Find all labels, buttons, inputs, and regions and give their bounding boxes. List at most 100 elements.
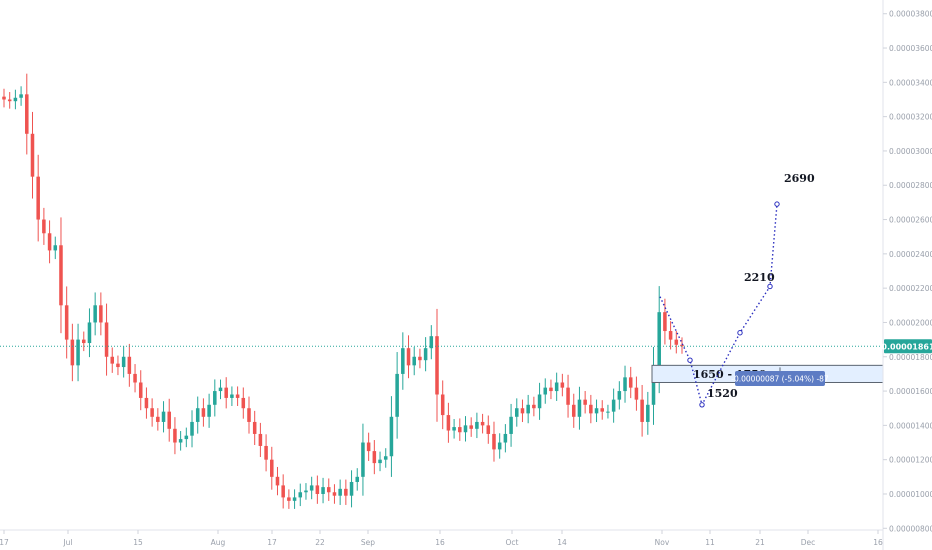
candle[interactable] — [475, 421, 479, 429]
candle[interactable] — [469, 425, 473, 429]
candle[interactable] — [121, 356, 126, 368]
candle[interactable] — [167, 411, 171, 429]
candle[interactable] — [70, 339, 75, 366]
price-axis[interactable]: 0.00003800 0.00003600 0.00003400 0.00003200… — [881, 0, 932, 550]
candle[interactable] — [617, 391, 622, 400]
candle[interactable] — [241, 397, 246, 409]
candle[interactable] — [76, 339, 80, 366]
candle[interactable] — [207, 404, 211, 417]
candle[interactable] — [440, 394, 445, 416]
candle[interactable] — [42, 219, 46, 234]
candle[interactable] — [138, 382, 143, 398]
candle[interactable] — [201, 408, 206, 417]
candle[interactable] — [526, 404, 530, 414]
candle[interactable] — [628, 377, 633, 388]
candle[interactable] — [230, 394, 234, 398]
projection-node[interactable] — [699, 402, 705, 408]
candle[interactable] — [247, 408, 251, 422]
candle[interactable] — [25, 94, 29, 134]
candle[interactable] — [549, 387, 553, 392]
candles[interactable] — [2, 73, 684, 509]
candle[interactable] — [173, 428, 177, 443]
candle[interactable] — [406, 348, 411, 366]
candle[interactable] — [81, 339, 86, 344]
candle[interactable] — [218, 387, 223, 392]
candle[interactable] — [674, 339, 679, 345]
candle[interactable] — [64, 305, 69, 340]
candle[interactable] — [30, 133, 35, 177]
candle[interactable] — [532, 404, 536, 409]
candle[interactable] — [315, 485, 320, 494]
candle[interactable] — [326, 487, 331, 493]
candle[interactable] — [497, 442, 502, 450]
candle[interactable] — [372, 451, 377, 464]
candle[interactable] — [634, 387, 639, 400]
candle[interactable] — [383, 456, 388, 460]
candle[interactable] — [355, 476, 360, 482]
candle[interactable] — [640, 399, 644, 422]
candle[interactable] — [292, 497, 297, 501]
candle[interactable] — [463, 425, 468, 433]
candle[interactable] — [144, 397, 149, 409]
candle[interactable] — [452, 427, 456, 431]
candle[interactable] — [87, 322, 92, 344]
candle[interactable] — [133, 373, 137, 383]
candle[interactable] — [611, 399, 616, 412]
candle[interactable] — [332, 492, 337, 496]
candle[interactable] — [270, 459, 274, 477]
candle[interactable] — [646, 404, 650, 422]
candle[interactable] — [446, 415, 451, 431]
candle[interactable] — [412, 356, 416, 366]
candle[interactable] — [560, 382, 565, 388]
candle[interactable] — [418, 356, 422, 361]
candle[interactable] — [161, 411, 166, 422]
candle[interactable] — [458, 427, 462, 433]
candle[interactable] — [503, 433, 508, 443]
candle[interactable] — [429, 336, 434, 349]
candle[interactable] — [36, 176, 40, 220]
candle[interactable] — [338, 488, 342, 496]
candle[interactable] — [104, 322, 109, 357]
candle[interactable] — [515, 408, 519, 417]
projection-path[interactable] — [659, 204, 778, 407]
drawings[interactable]: 1650 - 1750-0.00000087 (-5.04%) -8726902… — [0, 172, 884, 408]
candle[interactable] — [668, 331, 673, 340]
candle[interactable] — [150, 408, 154, 417]
candle[interactable] — [13, 97, 18, 102]
candle[interactable] — [435, 336, 439, 395]
candle[interactable] — [366, 442, 371, 452]
candle[interactable] — [275, 476, 280, 486]
projection-node[interactable] — [767, 283, 773, 290]
candle[interactable] — [264, 445, 268, 460]
candle[interactable] — [53, 245, 58, 251]
candle[interactable] — [663, 312, 667, 332]
candle[interactable] — [583, 399, 587, 405]
candle[interactable] — [480, 421, 485, 426]
candle[interactable] — [389, 416, 394, 457]
candle[interactable] — [657, 312, 661, 368]
candle[interactable] — [224, 387, 228, 398]
candle[interactable] — [93, 305, 97, 323]
candle[interactable] — [361, 442, 365, 477]
candle[interactable] — [127, 356, 132, 374]
candle[interactable] — [309, 485, 314, 491]
candle[interactable] — [252, 421, 257, 434]
candle[interactable] — [2, 96, 6, 100]
projection-node[interactable] — [737, 330, 743, 336]
candle[interactable] — [156, 416, 160, 422]
candle[interactable] — [344, 488, 348, 496]
candle[interactable] — [566, 387, 570, 405]
candle[interactable] — [184, 435, 189, 440]
candle[interactable] — [577, 399, 582, 417]
candle[interactable] — [395, 373, 399, 417]
projection-node[interactable] — [774, 201, 780, 207]
candle[interactable] — [623, 377, 627, 392]
candle[interactable] — [116, 363, 120, 368]
candle[interactable] — [110, 356, 115, 364]
candle[interactable] — [401, 348, 405, 374]
candle[interactable] — [258, 433, 263, 446]
candle[interactable] — [600, 408, 605, 412]
candle[interactable] — [680, 344, 684, 347]
candle[interactable] — [594, 408, 599, 414]
